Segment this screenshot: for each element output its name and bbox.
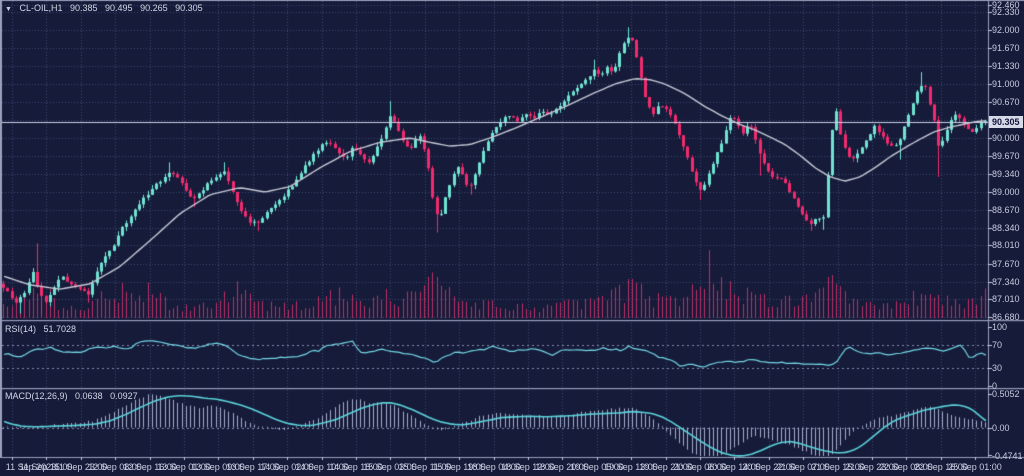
time-axis[interactable] <box>0 457 1024 476</box>
pane-separator-rsi[interactable] <box>0 318 1024 323</box>
pane-separator-macd[interactable] <box>0 386 1024 391</box>
